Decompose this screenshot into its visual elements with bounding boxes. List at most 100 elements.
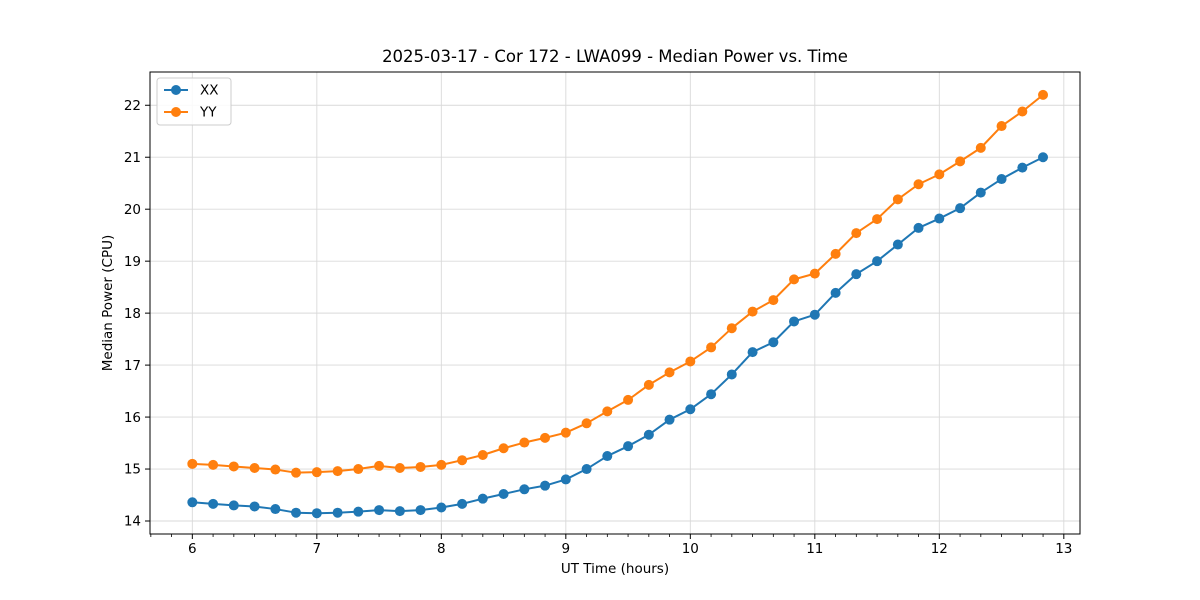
data-point-XX [228, 500, 239, 511]
data-point-XX [498, 488, 509, 499]
data-point-XX [934, 213, 945, 224]
x-axis-label: UT Time (hours) [561, 561, 669, 577]
data-point-YY [457, 455, 468, 466]
data-point-YY [394, 463, 405, 473]
x-tick-label: 6 [188, 541, 197, 557]
data-point-XX [436, 502, 447, 513]
data-point-YY [187, 458, 198, 469]
data-point-YY [892, 194, 903, 205]
legend: XX YY [156, 77, 232, 126]
y-tick-label: 22 [124, 98, 141, 114]
data-point-YY [540, 432, 551, 443]
data-point-YY [851, 228, 862, 239]
ticks-layer [145, 104, 1065, 539]
y-tick-label: 19 [124, 254, 141, 270]
data-point-YY [872, 214, 883, 225]
legend-label-XX: XX [200, 83, 219, 99]
data-point-XX [685, 404, 696, 415]
series-line-YY [192, 94, 1044, 474]
data-point-XX [311, 508, 322, 519]
legend-label-YY: YY [199, 105, 217, 121]
data-point-XX [374, 505, 385, 516]
y-tick-label: 16 [124, 410, 141, 426]
data-point-YY [913, 179, 924, 190]
data-point-YY [996, 121, 1007, 132]
data-point-XX [332, 507, 343, 518]
x-tick-label: 7 [313, 541, 322, 557]
data-point-YY [726, 323, 737, 334]
data-point-YY [706, 342, 717, 353]
data-point-YY [249, 463, 260, 473]
data-point-YY [498, 443, 509, 454]
data-point-YY [353, 464, 364, 475]
data-point-YY [477, 450, 488, 461]
y-tick-label: 15 [124, 462, 141, 478]
data-point-XX [768, 337, 779, 348]
data-point-XX [394, 506, 405, 517]
y-tick-label: 20 [124, 202, 141, 218]
y-axis-label: Median Power (CPU) [100, 235, 116, 371]
data-point-YY [374, 460, 385, 471]
data-point-YY [208, 459, 219, 470]
plot-border [149, 71, 1081, 535]
data-point-XX [809, 309, 820, 320]
data-point-YY [623, 394, 634, 405]
chart-title: 2025-03-17 - Cor 172 - LWA099 - Median P… [382, 47, 848, 66]
data-point-XX [560, 474, 571, 485]
data-point-XX [955, 203, 966, 214]
y-tick-label: 17 [124, 358, 141, 374]
data-point-XX [789, 316, 800, 327]
data-point-XX [249, 501, 260, 512]
data-point-YY [291, 467, 302, 478]
data-point-YY [602, 406, 613, 417]
data-point-YY [311, 467, 322, 478]
series-layer [187, 89, 1049, 519]
data-point-XX [291, 507, 302, 518]
data-point-XX [830, 287, 841, 298]
data-point-YY [228, 461, 239, 472]
x-tick-label: 10 [682, 541, 699, 557]
data-point-YY [789, 274, 800, 285]
data-point-XX [726, 369, 737, 380]
legend-box [156, 77, 232, 126]
x-tick-label: 9 [562, 541, 571, 557]
data-point-XX [477, 493, 488, 504]
legend-marker [171, 85, 181, 95]
data-point-XX [415, 505, 426, 516]
data-point-YY [747, 306, 758, 317]
data-point-YY [415, 461, 426, 472]
data-point-XX [1017, 162, 1028, 173]
y-tick-label: 21 [124, 150, 141, 166]
data-point-YY [685, 356, 696, 367]
data-point-YY [1017, 106, 1028, 117]
grid-layer [150, 72, 1080, 534]
data-point-YY [809, 268, 820, 279]
x-tick-label: 8 [437, 541, 446, 557]
data-point-XX [851, 269, 862, 280]
y-tick-label: 14 [124, 514, 141, 530]
data-point-XX [270, 504, 281, 515]
data-point-XX [892, 239, 903, 250]
data-point-XX [623, 441, 634, 452]
tick-labels-layer: 6 7 8 9 10 11 12 13 14 15 16 17 18 19 20 21 22 [124, 98, 1073, 557]
data-point-XX [208, 498, 219, 509]
data-point-XX [747, 347, 758, 358]
data-point-XX [913, 222, 924, 233]
data-point-YY [768, 295, 779, 306]
data-point-YY [664, 367, 675, 378]
data-point-YY [581, 418, 592, 429]
data-point-YY [436, 459, 447, 470]
x-tick-label: 11 [806, 541, 823, 557]
data-point-XX [457, 498, 468, 509]
data-point-XX [519, 484, 530, 495]
data-point-XX [1038, 152, 1049, 163]
data-point-XX [975, 187, 986, 198]
data-point-XX [706, 389, 717, 400]
data-point-YY [1038, 89, 1049, 100]
data-point-YY [560, 427, 571, 438]
data-point-XX [664, 414, 675, 425]
data-point-XX [872, 256, 883, 267]
data-point-YY [830, 248, 841, 259]
data-point-XX [581, 464, 592, 475]
